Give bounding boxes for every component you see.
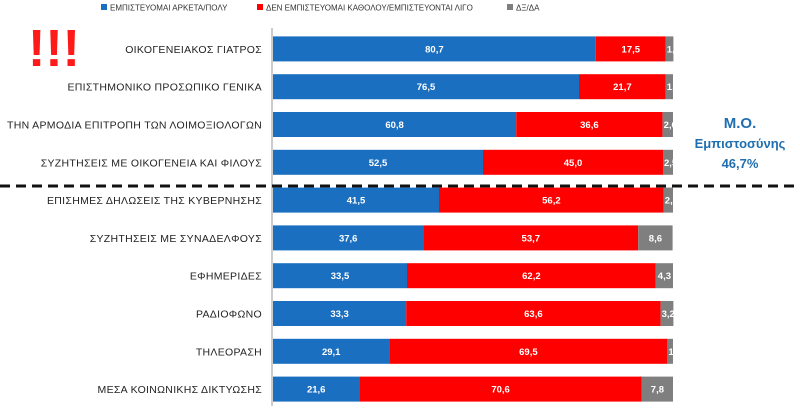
data-label: 7,8 [651, 385, 664, 396]
data-label: 8,6 [649, 233, 662, 244]
bar-segment [516, 112, 663, 137]
bar-segment [439, 187, 664, 213]
data-label: 29,1 [322, 347, 341, 358]
data-label: 33,3 [330, 309, 349, 320]
bar-segment [660, 301, 674, 326]
data-label: 53,7 [522, 233, 541, 244]
bar-segment [273, 112, 517, 137]
bar-segment [655, 263, 673, 289]
category-labels: ΟΙΚΟΓΕΝΕΙΑΚΟΣ ΓΙΑΤΡΟΣ ΕΠΙΣΤΗΜΟΝΙΚΟ ΠΡΟΣΩΠ… [7, 44, 262, 396]
legend: ΕΜΠΙΣΤΕΥΟΜΑΙ ΑΡΚΕΤΑ/ΠΟΛΥ ΔΕΝ ΕΜΠΙΣΤΕΥΟΜΑΙ… [101, 4, 540, 13]
bar-segment [273, 149, 483, 175]
data-label: 2,3 [665, 196, 678, 207]
category-label: ΣΥΖΗΤΗΣΕΙΣ ΜΕ ΣΥΝΑΔΕΛΦΟΥΣ [90, 233, 262, 245]
category-label: ΕΠΙΣΤΗΜΟΝΙΚΟ ΠΡΟΣΩΠΙΚΟ ΓΕΝΙΚΑ [67, 82, 262, 94]
data-label: 56,2 [542, 196, 561, 207]
data-label: 21,6 [307, 385, 326, 396]
exclamation-marks: !!! [28, 20, 80, 78]
bar-segment [667, 338, 673, 364]
bar-segment [663, 187, 673, 213]
data-label: 1,4 [668, 347, 682, 358]
data-label: 60,8 [385, 120, 404, 131]
data-label: 45,0 [564, 158, 583, 169]
category-label: ΕΦΗΜΕΡΙΔΕΣ [190, 271, 262, 283]
legend-swatch [257, 4, 263, 10]
category-label: ΤΗΝ ΑΡΜΟΔΙΑ ΕΠΙΤΡΟΠΗ ΤΩΝ ΛΟΙΜΟΞΙΟΛΟΓΩΝ [7, 120, 262, 132]
average-subtitle: Εμπιστοσύνης [695, 136, 786, 151]
bar-segment [389, 338, 668, 364]
data-label: 17,5 [622, 44, 641, 55]
data-label: 33,5 [331, 271, 350, 282]
category-label: ΣΥΖΗΤΗΣΕΙΣ ΜΕ ΟΙΚΟΓΕΝΕΙΑ ΚΑΙ ΦΙΛΟΥΣ [41, 157, 262, 169]
category-label: ΕΠΙΣΗΜΕΣ ΔΗΛΩΣΕΙΣ ΤΗΣ ΚΥΒΕΡΝΗΣΗΣ [47, 195, 262, 207]
data-label: 3,2 [662, 309, 675, 320]
legend-swatch [507, 4, 513, 10]
bar-segment [665, 74, 673, 100]
bar-segment [579, 74, 666, 100]
legend-label: ΕΜΠΙΣΤΕΥΟΜΑΙ ΑΡΚΕΤΑ/ΠΟΛΥ [110, 4, 228, 13]
data-label: 1,9 [667, 44, 680, 55]
bar-segment [359, 376, 642, 402]
data-label: 70,6 [491, 385, 510, 396]
bar-segment [423, 225, 639, 251]
data-label: 80,7 [425, 44, 444, 55]
bar-segment [662, 112, 673, 137]
bar-segment [595, 36, 666, 62]
data-label: 62,2 [522, 271, 541, 282]
data-label: 69,5 [519, 347, 538, 358]
bar-segment [638, 225, 673, 251]
data-label: 63,6 [524, 309, 543, 320]
bar-segment [273, 263, 407, 289]
bar-segment [273, 74, 579, 100]
data-label: 21,7 [613, 82, 632, 93]
category-label: ΡΑΔΙΟΦΩΝΟ [196, 309, 262, 321]
average-value: 46,7% [722, 156, 759, 171]
bars-group: 80,7 17,5 1,9 76,5 21,7 1,8 60,8 36,6 2,6 52,5 45,… [273, 36, 682, 402]
data-label: 36,6 [580, 120, 599, 131]
category-label: ΜΕΣΑ ΚΟΙΝΩΝΙΚΗΣ ΔΙΚΤΥΩΣΗΣ [98, 384, 263, 396]
bar-segment [273, 338, 390, 364]
bar-segment [273, 225, 424, 251]
data-label: 2,6 [664, 120, 677, 131]
data-label: 4,3 [658, 271, 671, 282]
legend-label: ΔΞ/ΔΑ [516, 4, 540, 13]
bar-segment [273, 187, 439, 213]
legend-label: ΔΕΝ ΕΜΠΙΣΤΕΥΟΜΑΙ ΚΑΘΟΛΟΥ/ΕΜΠΙΣΤΕΥΟΝΤΑΙ Λ… [266, 4, 473, 13]
data-label: 1,8 [667, 82, 680, 93]
data-label: 2,5 [664, 158, 678, 169]
bar-segment [663, 149, 673, 175]
data-label: 37,6 [339, 233, 358, 244]
bar-segment [407, 263, 656, 289]
bar-segment [273, 301, 407, 326]
bar-segment [406, 301, 661, 326]
bar-segment [665, 36, 674, 62]
category-label: ΤΗΛΕΟΡΑΣΗ [196, 346, 262, 358]
legend-swatch [101, 4, 107, 10]
bar-segment [641, 376, 673, 402]
category-label: ΟΙΚΟΓΕΝΕΙΑΚΟΣ ΓΙΑΤΡΟΣ [125, 44, 262, 56]
data-label: 41,5 [347, 196, 366, 207]
bar-segment [483, 149, 663, 175]
bar-segment [273, 376, 360, 402]
data-label: 52,5 [369, 158, 388, 169]
bar-segment [273, 36, 596, 62]
average-title: Μ.Ο. [724, 115, 757, 132]
data-label: 76,5 [417, 82, 436, 93]
